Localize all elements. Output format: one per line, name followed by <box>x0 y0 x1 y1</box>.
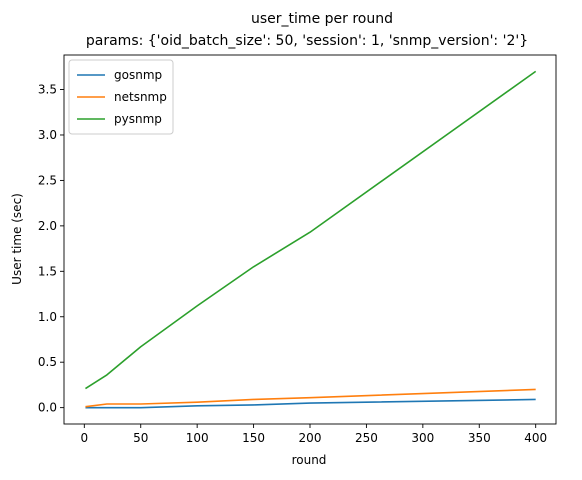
legend-label-netsnmp: netsnmp <box>114 90 167 104</box>
x-axis: 0 50 100 150 200 250 300 350 400 <box>80 424 547 445</box>
y-axis-label: User time (sec) <box>10 193 24 285</box>
y-tick-label: 0.0 <box>38 401 57 415</box>
series-line-pysnmp <box>85 70 537 390</box>
legend-box <box>68 59 174 135</box>
x-tick-label: 150 <box>242 431 265 445</box>
y-tick-label: 2.5 <box>38 173 57 187</box>
y-tick-label: 0.5 <box>38 355 57 369</box>
series-layer <box>85 70 537 409</box>
x-tick-label: 200 <box>299 431 322 445</box>
y-tick-label: 1.0 <box>38 310 57 324</box>
chart-title: user_time per round <box>251 11 393 27</box>
x-tick-label: 400 <box>524 431 547 445</box>
y-tick-label: 3.5 <box>38 83 57 97</box>
y-axis: 0.0 0.5 1.0 1.5 2.0 2.5 3.0 3.5 <box>38 83 64 415</box>
series-line-gosnmp <box>85 398 536 409</box>
y-tick-label: 3.0 <box>38 128 57 142</box>
legend-label-gosnmp: gosnmp <box>114 68 162 82</box>
x-tick-label: 50 <box>133 431 148 445</box>
x-tick-label: 300 <box>411 431 434 445</box>
chart-subtitle: params: {'oid_batch_size': 50, 'session'… <box>86 33 528 49</box>
x-tick-label: 250 <box>355 431 378 445</box>
y-tick-label: 2.0 <box>38 219 57 233</box>
x-tick-label: 350 <box>468 431 491 445</box>
x-tick-label: 100 <box>186 431 209 445</box>
y-tick-label: 1.5 <box>38 264 57 278</box>
x-tick-label: 0 <box>80 431 88 445</box>
legend: gosnmp netsnmp pysnmp <box>68 59 174 135</box>
x-axis-label: round <box>292 453 327 467</box>
series-line-netsnmp <box>85 388 536 408</box>
legend-label-pysnmp: pysnmp <box>114 112 162 126</box>
